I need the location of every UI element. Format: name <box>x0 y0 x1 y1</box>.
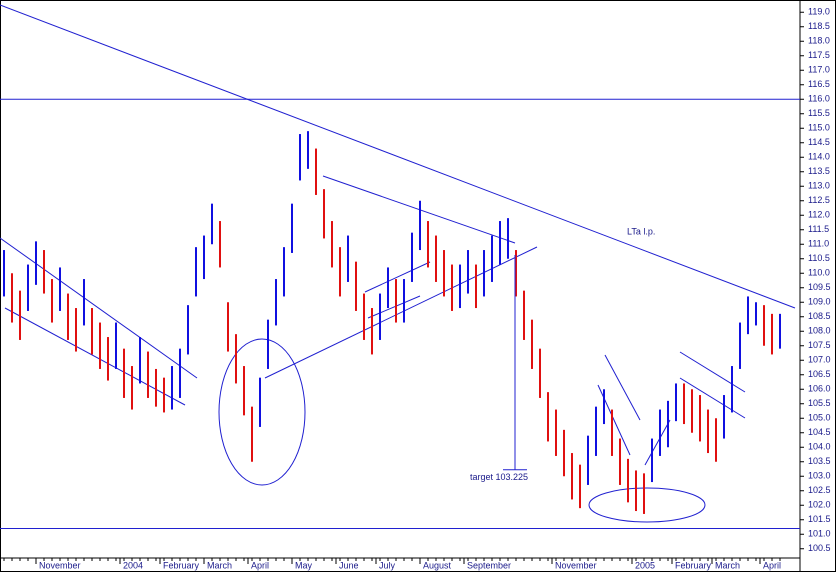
y-tick-label: 107.5 <box>808 340 831 350</box>
ellipse <box>588 487 706 523</box>
x-tick-label: May <box>295 560 313 570</box>
y-tick-label: 104.5 <box>808 427 831 437</box>
y-tick-label: 107.0 <box>808 355 831 365</box>
y-tick-label: 113.0 <box>808 181 830 191</box>
y-tick-label: 112.5 <box>808 195 830 205</box>
y-tick-label: 105.5 <box>808 398 831 408</box>
x-tick-label: November <box>39 560 81 570</box>
y-tick-label: 103.5 <box>808 456 831 466</box>
y-tick-label: 116.0 <box>808 94 830 104</box>
x-tick-label: February <box>163 560 200 570</box>
x-tick-label: 2004 <box>123 560 143 570</box>
annotation: LTa l.p. <box>627 226 655 236</box>
y-tick-label: 115.5 <box>808 108 830 118</box>
y-tick-label: 110.0 <box>808 268 830 278</box>
y-tick-label: 102.0 <box>808 500 831 510</box>
y-tick-label: 111.0 <box>808 239 829 249</box>
y-tick-label: 117.5 <box>808 50 830 60</box>
y-tick-label: 100.5 <box>808 543 831 553</box>
y-tick-label: 106.0 <box>808 384 831 394</box>
x-tick-label: February <box>675 560 712 570</box>
y-tick-label: 114.0 <box>808 152 830 162</box>
y-tick-label: 103.0 <box>808 471 831 481</box>
y-tick-label: 113.5 <box>808 166 830 176</box>
y-tick-label: 104.0 <box>808 442 831 452</box>
x-tick-label: March <box>207 560 232 570</box>
y-tick-label: 111.5 <box>808 224 829 234</box>
y-tick-label: 116.5 <box>808 79 830 89</box>
trend-line <box>604 354 641 421</box>
ellipse <box>218 338 306 486</box>
x-tick-label: June <box>339 560 359 570</box>
y-tick-label: 115.0 <box>808 123 830 133</box>
trend-line <box>679 377 746 419</box>
y-tick-label: 109.5 <box>808 282 831 292</box>
y-tick-label: 117.0 <box>808 65 830 75</box>
trend-line <box>367 295 421 319</box>
x-tick-label: March <box>715 560 740 570</box>
y-tick-label: 108.0 <box>808 326 831 336</box>
x-tick-label: 2005 <box>635 560 655 570</box>
trend-line <box>679 351 746 393</box>
x-tick-label: November <box>555 560 597 570</box>
y-tick-label: 102.5 <box>808 485 831 495</box>
y-tick-label: 118.0 <box>808 36 830 46</box>
y-tick-label: 101.5 <box>808 514 831 524</box>
x-tick-label: April <box>763 560 781 570</box>
x-tick-label: September <box>467 560 511 570</box>
x-tick-label: July <box>379 560 396 570</box>
trend-line <box>644 419 671 466</box>
y-tick-label: 119.0 <box>808 7 830 17</box>
y-tick-label: 109.0 <box>808 297 831 307</box>
trend-line <box>364 261 431 293</box>
x-tick-label: April <box>251 560 269 570</box>
target-label: target 103.225 <box>470 472 528 482</box>
trend-lines <box>0 4 796 523</box>
y-tick-label: 110.5 <box>808 253 830 263</box>
y-tick-label: 118.5 <box>808 21 830 31</box>
y-tick-label: 101.0 <box>808 529 831 539</box>
trend-line <box>0 4 796 309</box>
x-tick-label: August <box>423 560 452 570</box>
trend-line <box>0 237 198 379</box>
y-tick-label: 112.0 <box>808 210 830 220</box>
y-tick-label: 114.5 <box>808 137 830 147</box>
y-tick-label: 105.0 <box>808 413 831 423</box>
y-tick-label: 108.5 <box>808 311 831 321</box>
y-tick-label: 106.5 <box>808 369 831 379</box>
